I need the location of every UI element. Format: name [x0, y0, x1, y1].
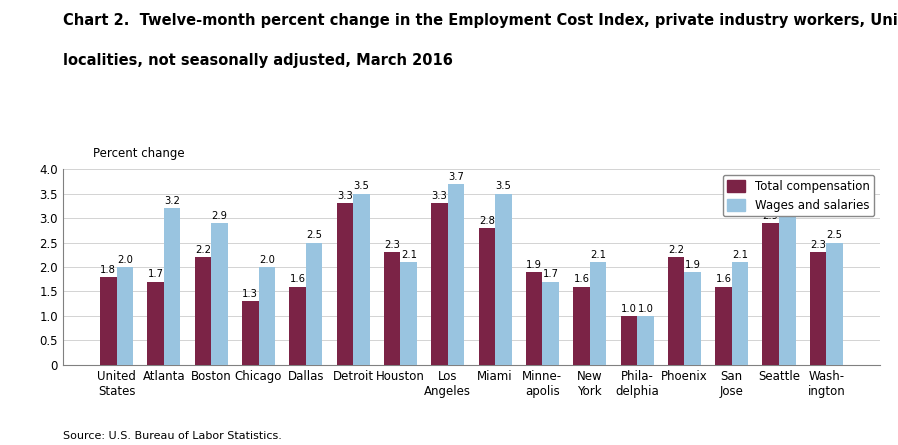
- Bar: [259, 267, 275, 365]
- Text: 3.3: 3.3: [432, 191, 447, 201]
- Bar: [401, 262, 417, 365]
- Bar: [211, 223, 228, 365]
- Text: localities, not seasonally adjusted, March 2016: localities, not seasonally adjusted, Mar…: [63, 53, 453, 69]
- Legend: Total compensation, Wages and salaries: Total compensation, Wages and salaries: [723, 175, 874, 216]
- Text: 3.2: 3.2: [164, 196, 180, 206]
- Text: 1.9: 1.9: [526, 260, 542, 270]
- Bar: [779, 194, 796, 365]
- Bar: [762, 223, 779, 365]
- Text: 2.1: 2.1: [401, 250, 417, 260]
- Text: 2.5: 2.5: [306, 231, 322, 240]
- Bar: [384, 252, 401, 365]
- Text: 2.9: 2.9: [762, 211, 779, 221]
- Text: 1.7: 1.7: [542, 270, 559, 279]
- Bar: [117, 267, 133, 365]
- Bar: [100, 277, 117, 365]
- Bar: [431, 203, 448, 365]
- Text: 1.3: 1.3: [242, 289, 259, 299]
- Text: 2.1: 2.1: [732, 250, 748, 260]
- Text: 3.7: 3.7: [448, 172, 464, 182]
- Text: 2.0: 2.0: [117, 255, 133, 265]
- Bar: [715, 287, 732, 365]
- Bar: [195, 257, 211, 365]
- Bar: [163, 208, 180, 365]
- Text: 2.2: 2.2: [195, 245, 211, 255]
- Text: 1.9: 1.9: [684, 260, 700, 270]
- Text: 2.0: 2.0: [259, 255, 275, 265]
- Text: 3.5: 3.5: [354, 182, 369, 191]
- Text: 1.6: 1.6: [716, 275, 731, 284]
- Text: 2.3: 2.3: [810, 240, 826, 250]
- Text: 1.0: 1.0: [638, 304, 653, 314]
- Text: 2.5: 2.5: [827, 231, 842, 240]
- Bar: [495, 194, 512, 365]
- Bar: [668, 257, 684, 365]
- Bar: [637, 316, 654, 365]
- Bar: [826, 243, 843, 365]
- Text: Chart 2.  Twelve-month percent change in the Employment Cost Index, private indu: Chart 2. Twelve-month percent change in …: [63, 13, 898, 28]
- Bar: [810, 252, 826, 365]
- Bar: [732, 262, 748, 365]
- Bar: [337, 203, 353, 365]
- Text: Percent change: Percent change: [92, 147, 184, 160]
- Text: 1.6: 1.6: [289, 275, 305, 284]
- Text: 1.7: 1.7: [147, 270, 163, 279]
- Text: 2.2: 2.2: [668, 245, 684, 255]
- Bar: [448, 184, 464, 365]
- Bar: [353, 194, 370, 365]
- Bar: [306, 243, 322, 365]
- Text: Source: U.S. Bureau of Labor Statistics.: Source: U.S. Bureau of Labor Statistics.: [63, 431, 282, 441]
- Text: 3.5: 3.5: [496, 182, 511, 191]
- Bar: [573, 287, 590, 365]
- Text: 1.6: 1.6: [574, 275, 589, 284]
- Text: 2.8: 2.8: [479, 216, 495, 226]
- Bar: [684, 272, 701, 365]
- Bar: [289, 287, 306, 365]
- Bar: [526, 272, 542, 365]
- Bar: [621, 316, 637, 365]
- Text: 3.3: 3.3: [337, 191, 353, 201]
- Text: 1.0: 1.0: [621, 304, 637, 314]
- Text: 2.1: 2.1: [590, 250, 606, 260]
- Bar: [590, 262, 606, 365]
- Text: 3.5: 3.5: [779, 182, 796, 191]
- Bar: [147, 282, 163, 365]
- Bar: [479, 228, 495, 365]
- Bar: [542, 282, 559, 365]
- Bar: [242, 301, 259, 365]
- Text: 2.9: 2.9: [212, 211, 227, 221]
- Text: 1.8: 1.8: [101, 265, 116, 275]
- Text: 2.3: 2.3: [384, 240, 401, 250]
